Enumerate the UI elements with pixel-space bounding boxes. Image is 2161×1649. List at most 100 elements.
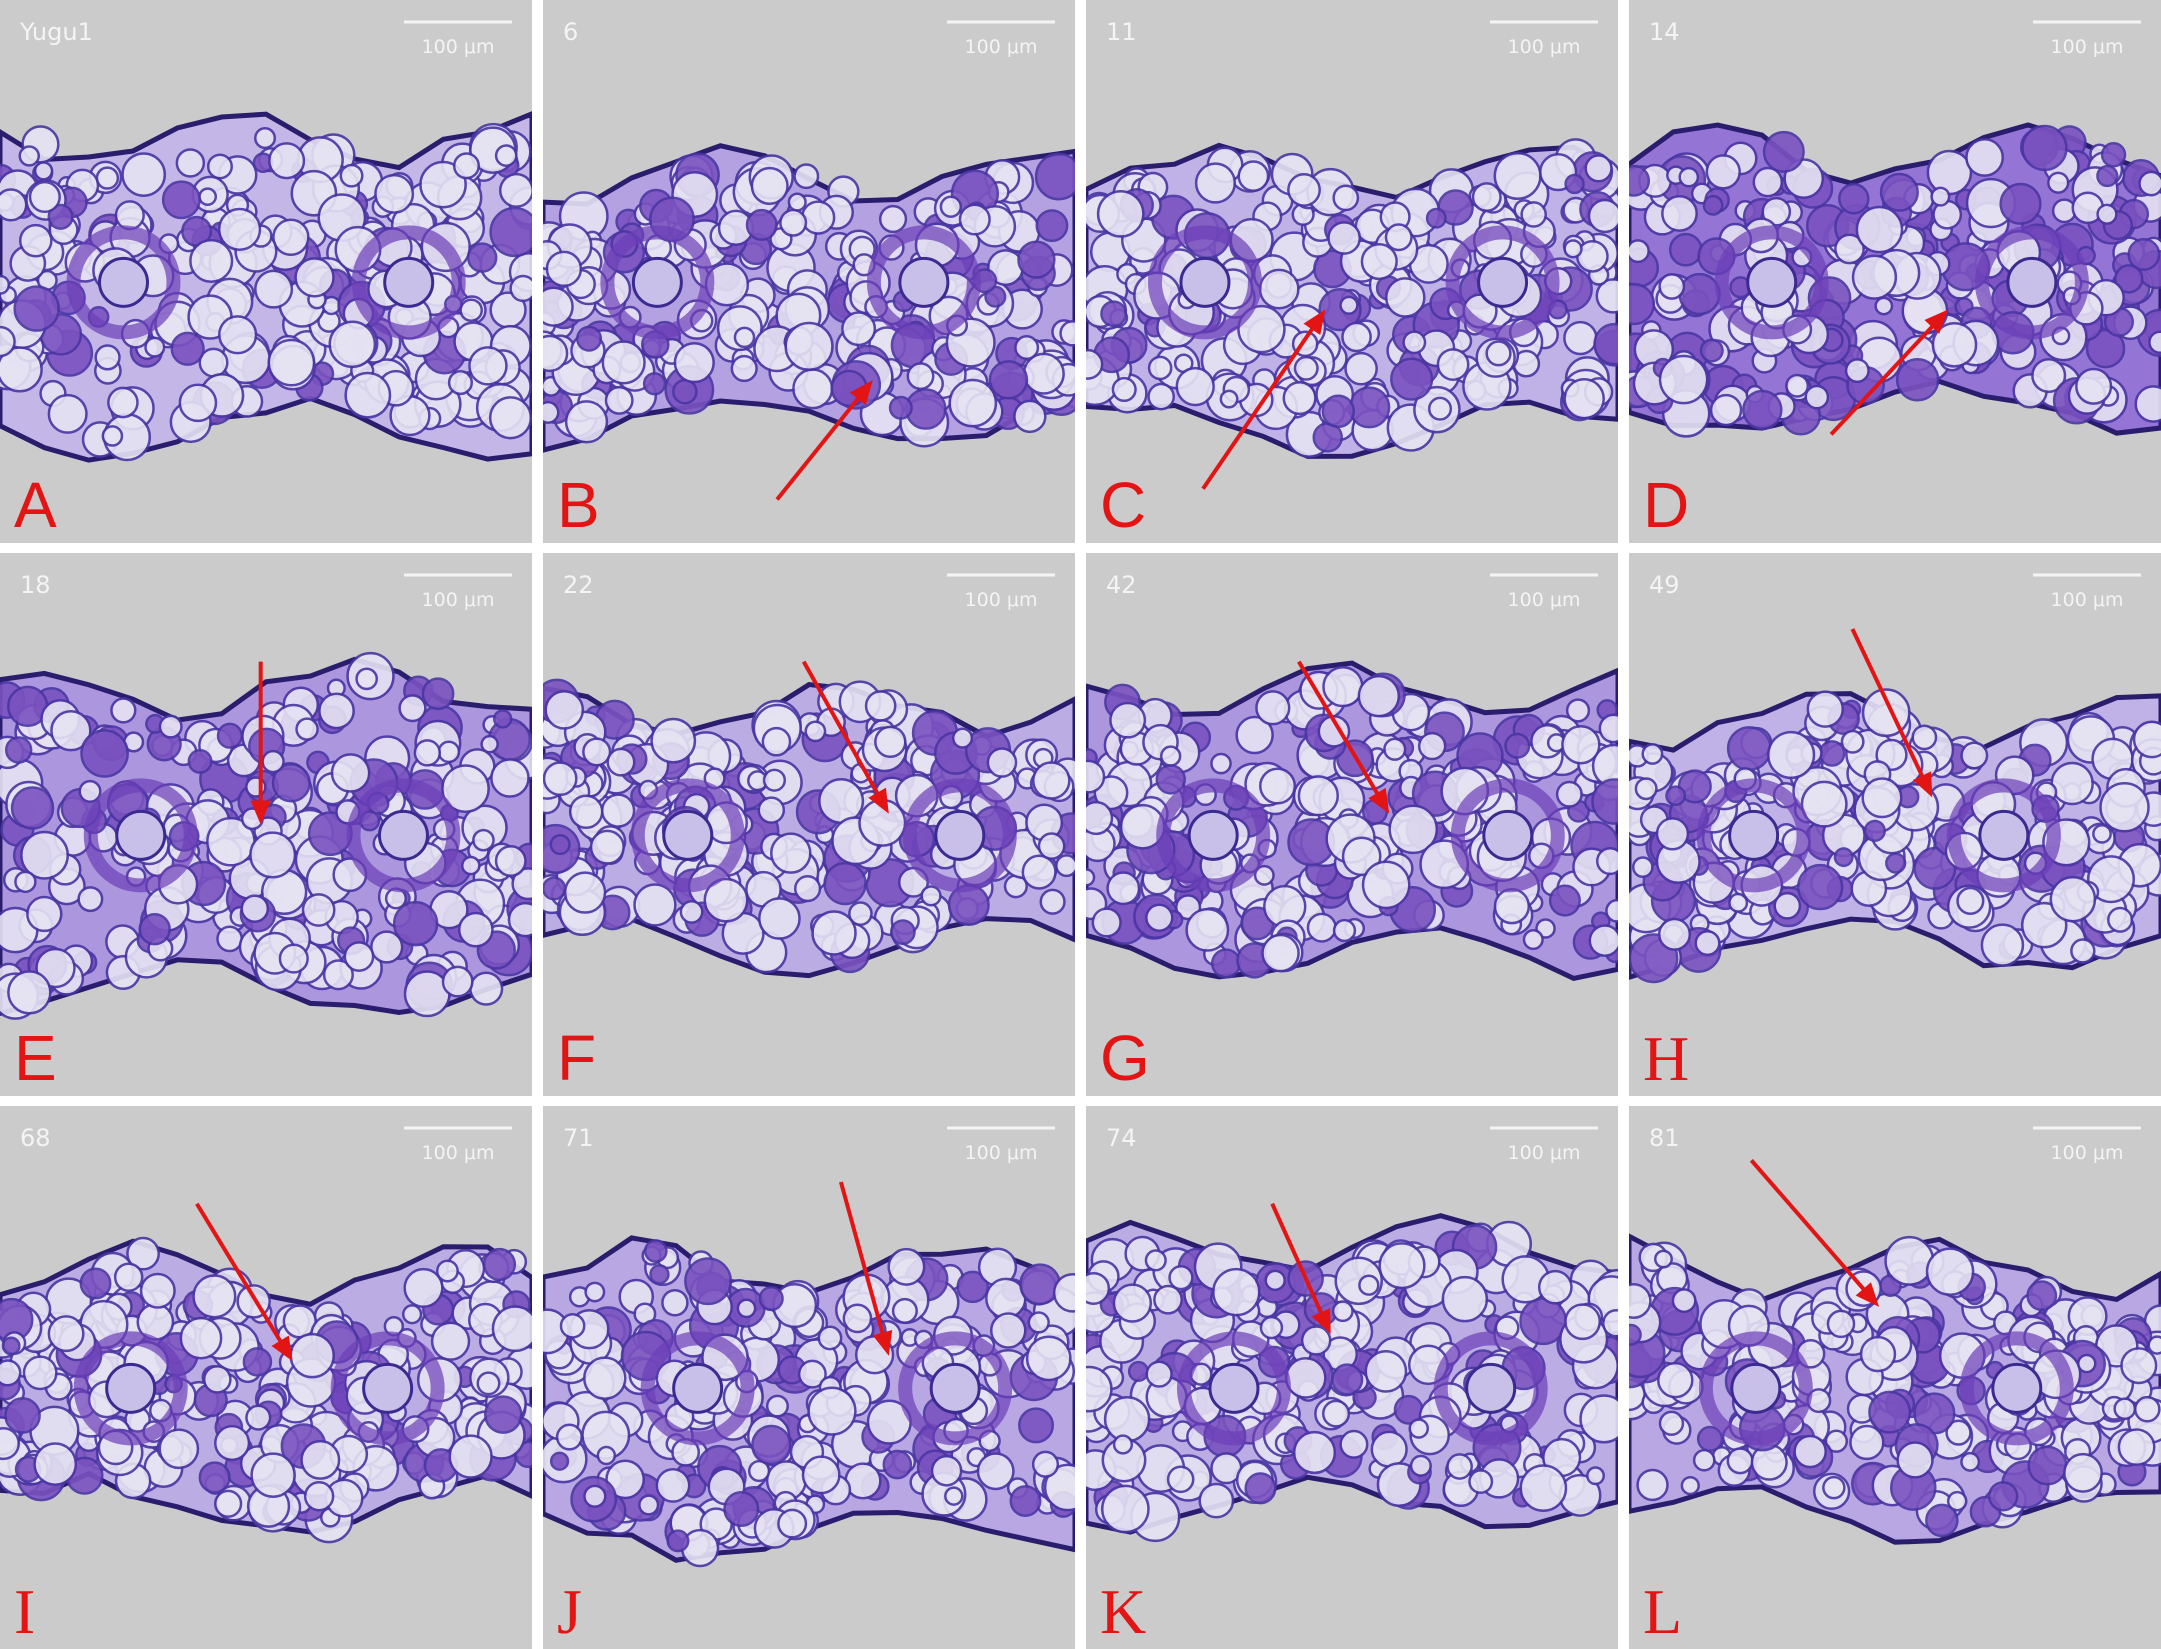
cell <box>1321 394 1356 428</box>
cell <box>583 1484 607 1508</box>
cell <box>2099 782 2150 833</box>
cell <box>787 192 807 212</box>
cell <box>1838 182 1870 215</box>
cell <box>295 717 319 741</box>
cell <box>1037 832 1066 861</box>
cell <box>114 200 145 231</box>
cell <box>784 321 834 372</box>
vascular-core <box>1730 1362 1782 1414</box>
cell <box>218 315 258 355</box>
cell <box>1332 918 1357 943</box>
vascular-bundle <box>1176 1331 1291 1446</box>
arrow-shaft <box>1201 320 1319 490</box>
scale-label: 100 μm <box>2051 36 2124 58</box>
cell <box>679 899 704 924</box>
cell <box>1885 852 1907 874</box>
cell <box>887 1247 926 1286</box>
cell <box>1100 300 1127 328</box>
cell <box>1144 1249 1167 1272</box>
cell <box>2049 875 2097 923</box>
cell <box>600 793 636 828</box>
cell <box>398 694 427 723</box>
cell <box>1112 1434 1134 1455</box>
cell <box>1259 767 1297 805</box>
cell <box>770 832 812 874</box>
cell <box>1563 377 1605 420</box>
cell <box>1636 1468 1669 1502</box>
cell <box>1591 778 1618 825</box>
cell <box>1378 1242 1426 1290</box>
cell <box>1861 777 1903 819</box>
arrow-shaft <box>1829 319 1940 436</box>
cell <box>544 690 585 730</box>
cell <box>1059 320 1075 347</box>
cell <box>1595 846 1618 876</box>
cell <box>1297 775 1339 817</box>
cell <box>261 749 285 774</box>
cell <box>489 206 532 258</box>
cell <box>22 1355 58 1391</box>
cell <box>78 779 102 803</box>
cell <box>452 152 481 180</box>
cell <box>1039 888 1066 915</box>
cell <box>1259 1315 1284 1340</box>
cell <box>272 218 310 256</box>
cell <box>343 941 375 972</box>
cell <box>1752 166 1784 198</box>
cell <box>1742 389 1783 431</box>
cell <box>178 383 218 423</box>
cell <box>2138 170 2161 197</box>
cell <box>1699 338 1724 363</box>
cell <box>1035 209 1069 243</box>
cell <box>582 737 612 767</box>
cell <box>848 901 873 926</box>
cell <box>482 1247 517 1281</box>
cell <box>543 334 569 373</box>
cell <box>448 1434 493 1479</box>
cell <box>26 895 63 933</box>
cell <box>113 1262 144 1292</box>
cell <box>2148 330 2161 355</box>
cell <box>1127 1360 1150 1383</box>
vascular-bundle <box>640 1331 755 1446</box>
vascular-core <box>929 1362 981 1414</box>
cell <box>1911 724 1938 751</box>
cell <box>655 1467 691 1503</box>
cell <box>430 1321 471 1361</box>
cell <box>1100 1484 1150 1534</box>
cell <box>1884 1235 1935 1286</box>
cell <box>121 152 167 197</box>
cell <box>1766 730 1816 780</box>
cell <box>1409 1454 1432 1477</box>
cell <box>4 736 33 764</box>
cell <box>1210 948 1242 979</box>
cell <box>1800 780 1848 828</box>
cell <box>1317 715 1351 748</box>
cell <box>1796 863 1844 911</box>
cell <box>1147 382 1175 411</box>
cell <box>322 959 354 991</box>
cell <box>472 828 495 852</box>
vascular-core <box>898 256 950 308</box>
cell <box>2117 1428 2156 1467</box>
cell <box>268 142 306 180</box>
cell <box>1925 1247 1975 1296</box>
cell <box>2107 906 2134 933</box>
cell <box>1032 761 1071 800</box>
cell <box>1022 352 1065 395</box>
scale-label: 100 μm <box>1508 36 1581 58</box>
cell <box>2120 1347 2158 1385</box>
cell <box>1493 888 1531 925</box>
arrow-head <box>849 380 873 406</box>
cell <box>1384 223 1413 252</box>
cell <box>1339 1429 1369 1459</box>
cell <box>1579 1394 1618 1444</box>
cell <box>1282 380 1317 416</box>
cell <box>1605 898 1618 923</box>
cell <box>1833 847 1854 868</box>
cell <box>1153 1284 1183 1315</box>
cell <box>555 1423 583 1451</box>
panel-letter: H <box>1643 1023 1689 1094</box>
vascular-core <box>631 256 683 308</box>
cell <box>0 188 28 222</box>
